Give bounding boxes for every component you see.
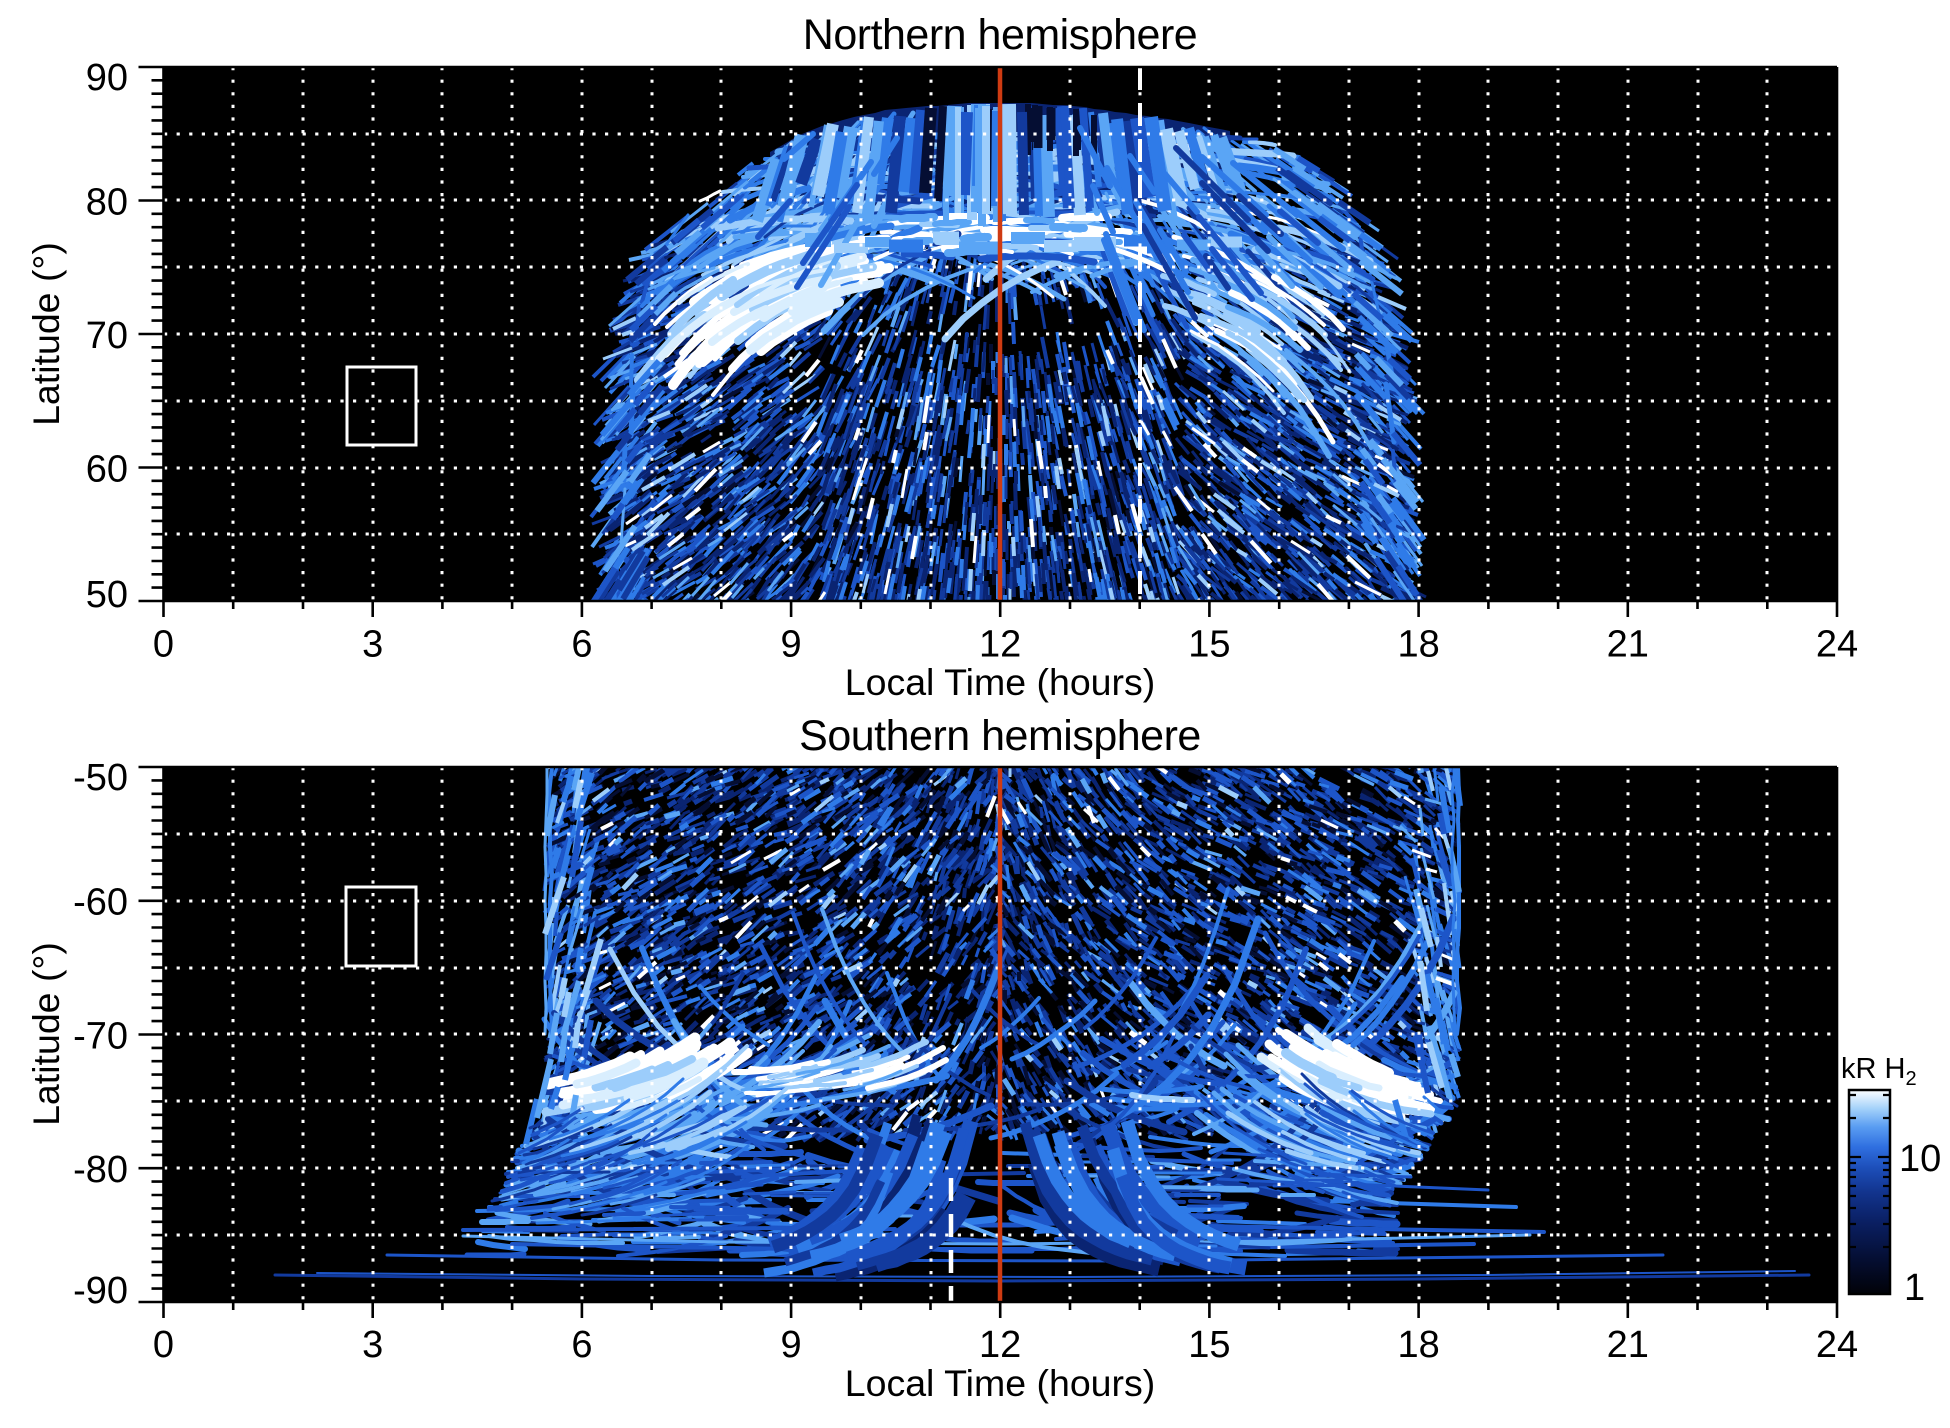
svg-text:-90: -90 — [73, 1270, 128, 1312]
svg-text:-80: -80 — [73, 1149, 128, 1191]
svg-text:18: 18 — [1397, 624, 1439, 666]
svg-text:0: 0 — [153, 1324, 174, 1366]
svg-text:15: 15 — [1188, 624, 1230, 666]
svg-text:6: 6 — [571, 1324, 592, 1366]
svg-text:Latitude (°): Latitude (°) — [25, 942, 67, 1126]
svg-text:70: 70 — [86, 315, 128, 357]
svg-text:21: 21 — [1607, 624, 1649, 666]
svg-text:Local Time (hours): Local Time (hours) — [845, 1362, 1156, 1404]
svg-text:21: 21 — [1607, 1324, 1649, 1366]
svg-text:12: 12 — [979, 624, 1021, 666]
svg-text:-50: -50 — [73, 757, 128, 799]
svg-text:50: 50 — [86, 574, 128, 616]
svg-text:15: 15 — [1188, 1324, 1230, 1366]
svg-text:1: 1 — [1904, 1267, 1925, 1309]
svg-text:3: 3 — [362, 1324, 383, 1366]
svg-text:3: 3 — [362, 624, 383, 666]
svg-text:18: 18 — [1397, 1324, 1439, 1366]
svg-text:10: 10 — [1899, 1138, 1941, 1180]
svg-text:-70: -70 — [73, 1015, 128, 1057]
svg-text:80: 80 — [86, 181, 128, 223]
svg-text:9: 9 — [781, 1324, 802, 1366]
svg-text:kR H2: kR H2 — [1841, 1053, 1917, 1090]
svg-text:Latitude (°): Latitude (°) — [25, 242, 67, 426]
svg-text:60: 60 — [86, 448, 128, 490]
svg-text:Local Time (hours): Local Time (hours) — [845, 661, 1156, 703]
svg-text:24: 24 — [1816, 1324, 1858, 1366]
svg-text:24: 24 — [1816, 624, 1858, 666]
svg-text:12: 12 — [979, 1324, 1021, 1366]
svg-text:-60: -60 — [73, 882, 128, 924]
svg-text:9: 9 — [781, 624, 802, 666]
svg-text:0: 0 — [153, 624, 174, 666]
svg-text:Northern hemisphere: Northern hemisphere — [803, 11, 1197, 59]
svg-text:6: 6 — [571, 624, 592, 666]
svg-text:Southern hemisphere: Southern hemisphere — [799, 712, 1201, 760]
svg-text:90: 90 — [86, 57, 128, 99]
